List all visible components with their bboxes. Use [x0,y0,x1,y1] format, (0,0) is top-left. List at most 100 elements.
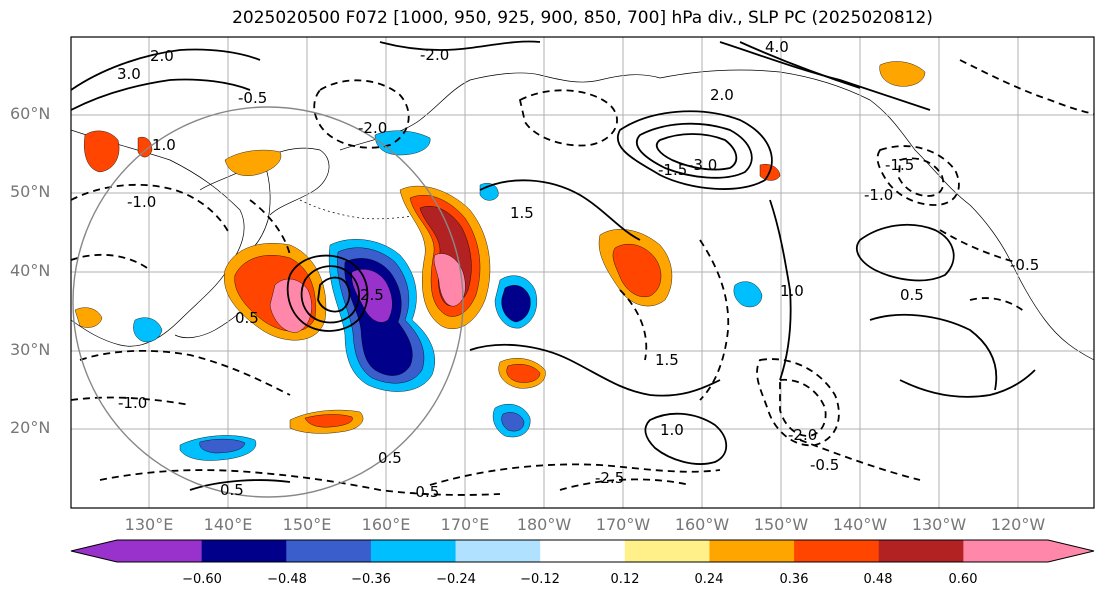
positive-patch [506,364,541,383]
colorbar-segment [117,540,203,562]
colorbar-segment [455,540,541,562]
dashed-contour [79,349,291,396]
contour-label: 1.0 [660,421,684,439]
colorbar [70,539,1095,563]
lat-label: 40°N [10,261,51,280]
colorbar-tick-label: 0.24 [694,572,724,587]
dashed-contour [429,463,721,486]
lon-label: 160°W [674,515,730,534]
contour-label: -0.5 [238,89,267,107]
colorbar-segment [794,540,880,562]
dashed-contour [71,396,191,406]
solid-contour [899,369,1036,398]
aleutian-chain [299,199,421,220]
solid-contour [644,412,728,465]
solid-contour [479,179,641,241]
radius-circle [72,106,464,498]
positive-patch [433,253,466,307]
dashed-contour [99,469,501,496]
lon-label: 140°E [203,515,253,534]
solid-contour [379,40,541,51]
map-title: 2025020500 F072 [1000, 950, 925, 900, 85… [232,8,933,28]
dashed-contour [559,478,691,491]
contour-label: 0.5 [378,449,402,467]
slp-contours [71,40,1036,491]
colorbar-tick-label: −0.12 [520,572,560,587]
colorbar-tick-label: −0.60 [182,572,222,587]
solid-contour [869,313,998,391]
lon-label: 140°W [832,515,888,534]
colorbar-segment [624,540,710,562]
contour-label: -0.5 [1010,256,1039,274]
dashed-contour [518,89,618,147]
lat-label: 30°N [10,340,51,359]
dashed-contour [313,79,410,149]
negative-patch [733,281,763,308]
solid-contour [617,110,773,190]
contour-label: 2.0 [150,47,174,65]
lon-label: 130°E [124,515,174,534]
contour-label: 1.5 [510,204,534,222]
colorbar-segment [540,540,626,562]
contour-label: -1.0 [864,186,893,204]
contour-label: -2.0 [358,119,387,137]
contour-label: 0.5 [220,481,244,499]
solid-contour [189,479,291,491]
positive-patch [224,149,282,176]
lon-label: 160°E [361,515,411,534]
lon-label: 120°W [990,515,1046,534]
lon-label: 150°W [753,515,809,534]
negative-patch [199,438,246,454]
colorbar-segment [963,540,1049,562]
solid-contour [739,41,861,89]
graticule [71,37,1094,508]
contour-label: 1.0 [780,282,804,300]
positive-patch [879,61,926,87]
contour-label: -1.0 [127,193,156,211]
negative-patch [501,412,525,432]
lon-label: 130°W [911,515,967,534]
dashed-contour [699,239,730,401]
lat-label: 20°N [10,418,51,437]
dashed-contour [959,59,1094,115]
dashed-contour [71,183,231,236]
lon-label: 150°E [282,515,332,534]
colorbar-right-extension [1048,540,1094,562]
solid-contour [469,343,721,397]
contour-label: -2.0 [420,46,449,64]
lat-label: 60°N [10,104,51,123]
dashed-contour [898,157,945,197]
colorbar-tick-label: 0.48 [863,572,893,587]
solid-contour [71,78,251,111]
positive-patch [74,307,103,328]
contour-label: 0.5 [900,286,924,304]
colorbar-left-extension [71,540,117,562]
colorbar-segment [201,540,287,562]
positive-patch [304,414,353,428]
lat-label: 50°N [10,182,51,201]
contour-label: -1.5 [658,161,687,179]
na-coastline [659,69,1094,361]
colorbar-outline [70,539,1095,563]
colorbar-segment [370,540,457,562]
solid-contour [71,48,261,91]
contour-label: 2.5 [360,286,384,304]
contour-label: 2.0 [710,86,734,104]
solid-contour [635,122,753,179]
contour-label: 4.0 [765,38,789,56]
positive-patch [84,130,120,173]
contour-label: -0.5 [410,483,439,501]
positive-patch [137,137,153,158]
contour-label: -2.5 [595,469,624,487]
contour-label: -0.5 [810,456,839,474]
solid-contour [769,199,792,381]
contour-label: 3.0 [117,65,141,83]
dashed-contour [71,253,151,271]
solid-contour [855,223,955,282]
contour-label: -1.0 [118,394,147,412]
contour-label: -1.5 [885,156,914,174]
dashed-contour [969,297,1026,313]
lon-label: 170°E [440,515,490,534]
solid-contour [286,254,369,332]
solid-contour [719,41,931,111]
